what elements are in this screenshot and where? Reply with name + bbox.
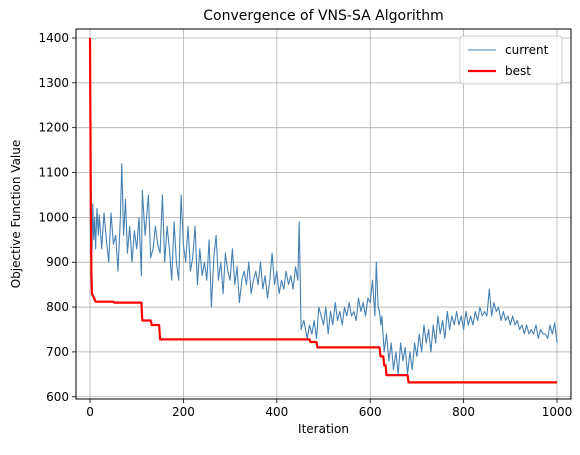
y-tick-label: 1400 — [38, 31, 69, 45]
y-axis-label: Objective Function Value — [9, 140, 23, 289]
y-tick-label: 1000 — [38, 210, 69, 224]
series-line-best — [88, 37, 557, 384]
x-tick-label: 0 — [86, 405, 94, 419]
plot-series — [88, 37, 558, 384]
x-axis-label: Iteration — [298, 422, 349, 436]
y-tick-label: 800 — [46, 300, 69, 314]
x-tick-label: 200 — [172, 405, 195, 419]
x-tick-label: 1000 — [542, 405, 573, 419]
y-tick-label: 1100 — [38, 166, 69, 180]
y-axis-ticks: 600 700 800 900 1000 1100 1200 1300 1400 — [38, 31, 76, 404]
y-tick-label: 900 — [46, 255, 69, 269]
y-tick-label: 600 — [46, 390, 69, 404]
x-tick-label: 800 — [452, 405, 475, 419]
y-tick-label: 1200 — [38, 121, 69, 135]
x-axis-ticks: 0 200 400 600 800 1000 — [86, 399, 572, 419]
y-tick-label: 1300 — [38, 76, 69, 90]
series-line-current — [89, 37, 558, 375]
x-tick-label: 400 — [265, 405, 288, 419]
legend-label-best: best — [505, 64, 531, 78]
y-tick-label: 700 — [46, 345, 69, 359]
legend: current best — [459, 35, 563, 85]
chart-title: Convergence of VNS-SA Algorithm — [203, 8, 443, 24]
legend-label-current: current — [505, 43, 549, 57]
x-tick-label: 600 — [359, 405, 382, 419]
plot-frame — [75, 28, 572, 400]
